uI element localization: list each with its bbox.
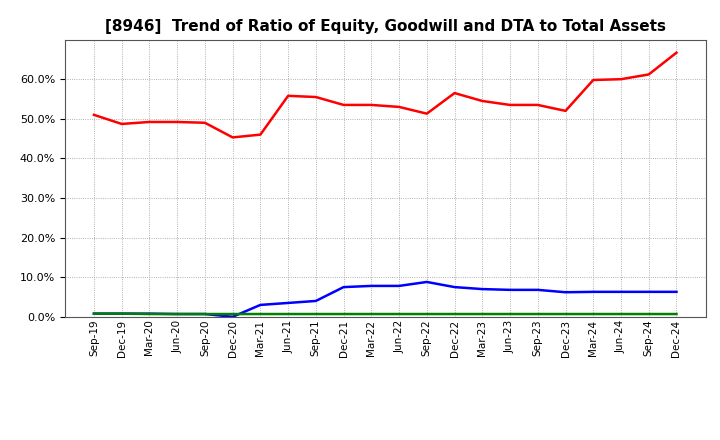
Equity (672, 50, 681, 55)
Goodwill (145, 311, 154, 316)
Deferred Tax Assets (672, 312, 681, 317)
Deferred Tax Assets (478, 312, 487, 317)
Equity (450, 90, 459, 95)
Equity (423, 111, 431, 116)
Equity (284, 93, 292, 99)
Equity (534, 102, 542, 107)
Equity (89, 112, 98, 117)
Deferred Tax Assets (228, 312, 237, 317)
Equity (339, 102, 348, 107)
Goodwill (367, 283, 376, 289)
Line: Equity: Equity (94, 53, 677, 137)
Goodwill (450, 284, 459, 290)
Deferred Tax Assets (173, 312, 181, 317)
Equity (173, 119, 181, 125)
Goodwill (312, 298, 320, 304)
Equity (367, 102, 376, 107)
Goodwill (117, 311, 126, 316)
Goodwill (644, 289, 653, 294)
Deferred Tax Assets (589, 312, 598, 317)
Deferred Tax Assets (201, 312, 210, 317)
Deferred Tax Assets (312, 312, 320, 317)
Equity (616, 77, 625, 82)
Goodwill (616, 289, 625, 294)
Equity (395, 104, 403, 110)
Deferred Tax Assets (561, 312, 570, 317)
Goodwill (589, 289, 598, 294)
Deferred Tax Assets (395, 312, 403, 317)
Line: Goodwill: Goodwill (94, 282, 677, 317)
Deferred Tax Assets (616, 312, 625, 317)
Goodwill (256, 302, 265, 308)
Goodwill (228, 314, 237, 319)
Equity (561, 108, 570, 114)
Goodwill (173, 312, 181, 317)
Deferred Tax Assets (644, 312, 653, 317)
Deferred Tax Assets (117, 311, 126, 316)
Deferred Tax Assets (145, 312, 154, 317)
Goodwill (561, 290, 570, 295)
Equity (201, 120, 210, 125)
Goodwill (201, 312, 210, 317)
Deferred Tax Assets (256, 312, 265, 317)
Deferred Tax Assets (284, 312, 292, 317)
Equity (228, 135, 237, 140)
Goodwill (423, 279, 431, 285)
Deferred Tax Assets (339, 312, 348, 317)
Goodwill (534, 287, 542, 293)
Goodwill (89, 311, 98, 316)
Goodwill (284, 300, 292, 305)
Goodwill (339, 284, 348, 290)
Deferred Tax Assets (367, 312, 376, 317)
Deferred Tax Assets (505, 312, 514, 317)
Deferred Tax Assets (450, 312, 459, 317)
Title: [8946]  Trend of Ratio of Equity, Goodwill and DTA to Total Assets: [8946] Trend of Ratio of Equity, Goodwil… (104, 19, 666, 34)
Equity (478, 98, 487, 103)
Equity (117, 121, 126, 127)
Equity (256, 132, 265, 137)
Equity (589, 77, 598, 83)
Deferred Tax Assets (534, 312, 542, 317)
Goodwill (395, 283, 403, 289)
Equity (312, 94, 320, 99)
Deferred Tax Assets (89, 311, 98, 316)
Deferred Tax Assets (423, 312, 431, 317)
Equity (644, 72, 653, 77)
Goodwill (505, 287, 514, 293)
Goodwill (478, 286, 487, 292)
Equity (505, 102, 514, 107)
Goodwill (672, 289, 681, 294)
Equity (145, 119, 154, 125)
